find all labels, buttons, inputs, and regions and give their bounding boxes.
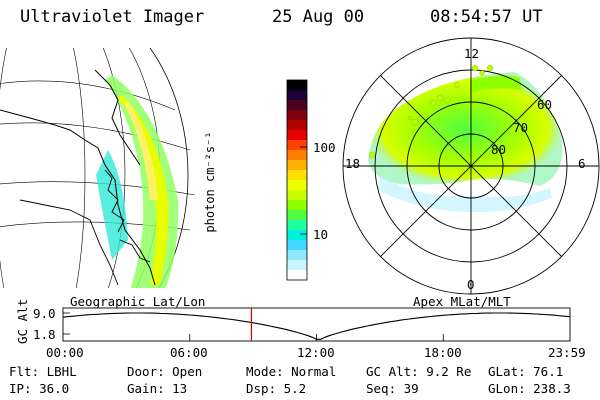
colorbar-swatch — [287, 80, 307, 91]
orbit-xtick-end: 23:59 — [548, 345, 586, 360]
colorbar-swatch — [287, 210, 307, 221]
meridian — [0, 48, 86, 288]
colorbar-swatch — [287, 250, 307, 261]
mlt-label-0: 0 — [467, 277, 475, 292]
instrument-title: Ultraviolet Imager — [20, 7, 205, 27]
coastline — [119, 239, 151, 263]
colorbar-swatch — [287, 140, 307, 151]
mlat-label-70: 70 — [513, 120, 529, 135]
aurora-oval — [368, 72, 563, 186]
colorbar-unit-label: photon cm⁻²s⁻¹ — [203, 131, 217, 233]
colorbar-frame — [286, 79, 308, 281]
colorbar-swatch — [287, 90, 307, 101]
colorbar-swatch — [287, 130, 307, 141]
colorbar-swatch — [287, 120, 307, 131]
colorbar — [287, 80, 307, 281]
footer-gc-alt: GC Alt: 9.2 Re — [366, 364, 472, 379]
date-label: 25 Aug 00 — [272, 7, 365, 27]
colorbar-swatch — [287, 270, 307, 281]
globe-limb — [149, 48, 189, 288]
right-panel-caption: Apex MLat/MLT — [413, 294, 511, 309]
left-panel-caption: Geographic Lat/Lon — [70, 294, 206, 309]
aurora-diffuse — [96, 150, 128, 260]
geographic-map — [0, 48, 196, 288]
colorbar-swatch — [287, 160, 307, 171]
colorbar-swatch — [287, 230, 307, 241]
orbit-ytick-9: 9.0 — [33, 306, 56, 321]
mlat-label-80: 80 — [491, 142, 507, 157]
colorbar-swatch — [287, 200, 307, 211]
coastline — [0, 109, 156, 286]
aurora-patch — [470, 75, 522, 92]
mlt-label-6: 6 — [578, 156, 586, 171]
footer-ip: IP: 36.0 — [9, 381, 70, 396]
colorbar-swatch — [287, 240, 307, 251]
colorbar-swatch — [287, 180, 307, 191]
aurora-band-peak — [125, 100, 158, 200]
colorbar-swatch — [287, 220, 307, 231]
orbit-xtick-6: 06:00 — [170, 345, 208, 360]
aurora-dots — [368, 64, 494, 159]
coastline — [19, 199, 119, 286]
colorbar-tick-100: 100 — [313, 140, 336, 155]
parallel — [0, 122, 191, 151]
colorbar-swatch — [287, 100, 307, 111]
time-label: 08:54:57 UT — [430, 7, 543, 27]
orbit-xtick-12: 12:00 — [297, 345, 335, 360]
mlt-diagonal — [380, 75, 562, 257]
colorbar-tick-10: 10 — [313, 227, 329, 242]
colorbar-swatch — [287, 260, 307, 271]
orbit-axis-title: GC Alt — [15, 298, 30, 344]
colorbar-swatch — [287, 110, 307, 121]
footer-seq: Seq: 39 — [366, 381, 419, 396]
mlt-label-18: 18 — [345, 156, 361, 171]
mlat-label-60: 60 — [537, 97, 553, 112]
orbit-xtick-0: 00:00 — [46, 345, 84, 360]
colorbar-swatch — [287, 150, 307, 161]
footer-glat: GLat: 76.1 — [488, 364, 564, 379]
colorbar-swatch — [287, 190, 307, 201]
footer-door: Door: Open — [127, 364, 203, 379]
footer-filter: Flt: LBHL — [9, 364, 77, 379]
footer-gain: Gain: 13 — [127, 381, 188, 396]
orbit-plot — [62, 307, 571, 342]
coastline — [104, 169, 125, 233]
polar-plot — [342, 37, 600, 295]
footer-mode: Mode: Normal — [246, 364, 337, 379]
footer-glon: GLon: 238.3 — [488, 381, 571, 396]
meridian — [102, 48, 126, 288]
coastline — [94, 69, 141, 166]
mlt-label-12: 12 — [464, 46, 480, 61]
colorbar-swatch — [287, 170, 307, 181]
orbit-ytick-1: 1.8 — [33, 327, 56, 342]
parallel — [0, 80, 176, 111]
orbit-xtick-18: 18:00 — [424, 345, 462, 360]
footer-dsp: Dsp: 5.2 — [246, 381, 307, 396]
